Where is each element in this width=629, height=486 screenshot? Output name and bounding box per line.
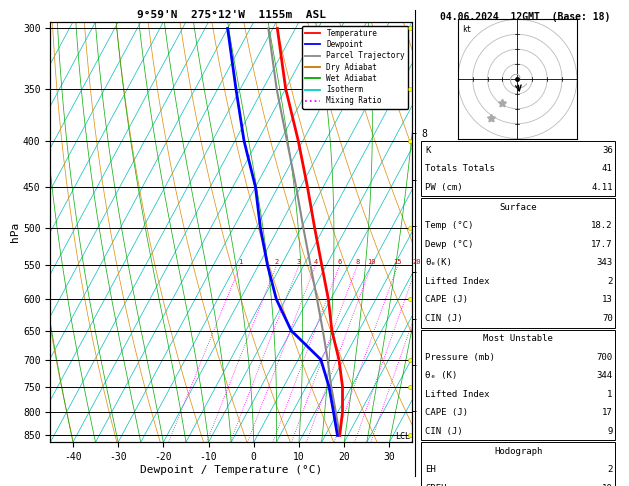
Text: 70: 70 bbox=[602, 314, 613, 323]
Text: 2: 2 bbox=[274, 260, 279, 265]
Text: LCL: LCL bbox=[395, 433, 409, 441]
Text: θₑ (K): θₑ (K) bbox=[425, 371, 457, 380]
Text: Dewp (°C): Dewp (°C) bbox=[425, 240, 474, 249]
Text: kt: kt bbox=[462, 25, 472, 35]
Text: 13: 13 bbox=[602, 295, 613, 304]
Text: Hodograph: Hodograph bbox=[494, 447, 542, 456]
Text: 343: 343 bbox=[596, 259, 613, 267]
Text: 2: 2 bbox=[607, 466, 613, 474]
Text: 41: 41 bbox=[602, 164, 613, 173]
Text: 4.11: 4.11 bbox=[591, 183, 613, 191]
Text: 18.2: 18.2 bbox=[591, 222, 613, 230]
Text: Lifted Index: Lifted Index bbox=[425, 390, 490, 399]
Text: Most Unstable: Most Unstable bbox=[483, 334, 554, 343]
Text: Totals Totals: Totals Totals bbox=[425, 164, 495, 173]
Text: Lifted Index: Lifted Index bbox=[425, 277, 490, 286]
Text: 2: 2 bbox=[607, 277, 613, 286]
Text: Surface: Surface bbox=[499, 203, 537, 212]
Text: 15: 15 bbox=[394, 260, 402, 265]
Text: CAPE (J): CAPE (J) bbox=[425, 408, 468, 417]
Text: 4: 4 bbox=[313, 260, 318, 265]
Text: 20: 20 bbox=[413, 260, 421, 265]
Y-axis label: hPa: hPa bbox=[10, 222, 20, 242]
Text: 3: 3 bbox=[297, 260, 301, 265]
Text: 25: 25 bbox=[428, 260, 437, 265]
Text: 17: 17 bbox=[602, 408, 613, 417]
Text: 36: 36 bbox=[602, 146, 613, 155]
Title: 9°59'N  275°12'W  1155m  ASL: 9°59'N 275°12'W 1155m ASL bbox=[136, 10, 326, 20]
Text: 10: 10 bbox=[602, 484, 613, 486]
Text: Temp (°C): Temp (°C) bbox=[425, 222, 474, 230]
Legend: Temperature, Dewpoint, Parcel Trajectory, Dry Adiabat, Wet Adiabat, Isotherm, Mi: Temperature, Dewpoint, Parcel Trajectory… bbox=[302, 26, 408, 108]
Text: EH: EH bbox=[425, 466, 436, 474]
Y-axis label: km
ASL: km ASL bbox=[438, 223, 454, 242]
Text: 700: 700 bbox=[596, 353, 613, 362]
Text: CIN (J): CIN (J) bbox=[425, 314, 463, 323]
Text: K: K bbox=[425, 146, 431, 155]
Text: 1: 1 bbox=[607, 390, 613, 399]
Text: 10: 10 bbox=[367, 260, 376, 265]
Text: 6: 6 bbox=[337, 260, 342, 265]
Text: θₑ(K): θₑ(K) bbox=[425, 259, 452, 267]
Text: 17.7: 17.7 bbox=[591, 240, 613, 249]
Text: 04.06.2024  12GMT  (Base: 18): 04.06.2024 12GMT (Base: 18) bbox=[440, 12, 610, 22]
Text: CAPE (J): CAPE (J) bbox=[425, 295, 468, 304]
Text: 8: 8 bbox=[355, 260, 359, 265]
Text: 9: 9 bbox=[607, 427, 613, 435]
Text: CIN (J): CIN (J) bbox=[425, 427, 463, 435]
Text: SREH: SREH bbox=[425, 484, 447, 486]
Text: Pressure (mb): Pressure (mb) bbox=[425, 353, 495, 362]
Text: 344: 344 bbox=[596, 371, 613, 380]
Text: PW (cm): PW (cm) bbox=[425, 183, 463, 191]
Text: 1: 1 bbox=[238, 260, 242, 265]
X-axis label: Dewpoint / Temperature (°C): Dewpoint / Temperature (°C) bbox=[140, 465, 322, 475]
Text: © weatheronline.co.uk: © weatheronline.co.uk bbox=[473, 471, 577, 480]
